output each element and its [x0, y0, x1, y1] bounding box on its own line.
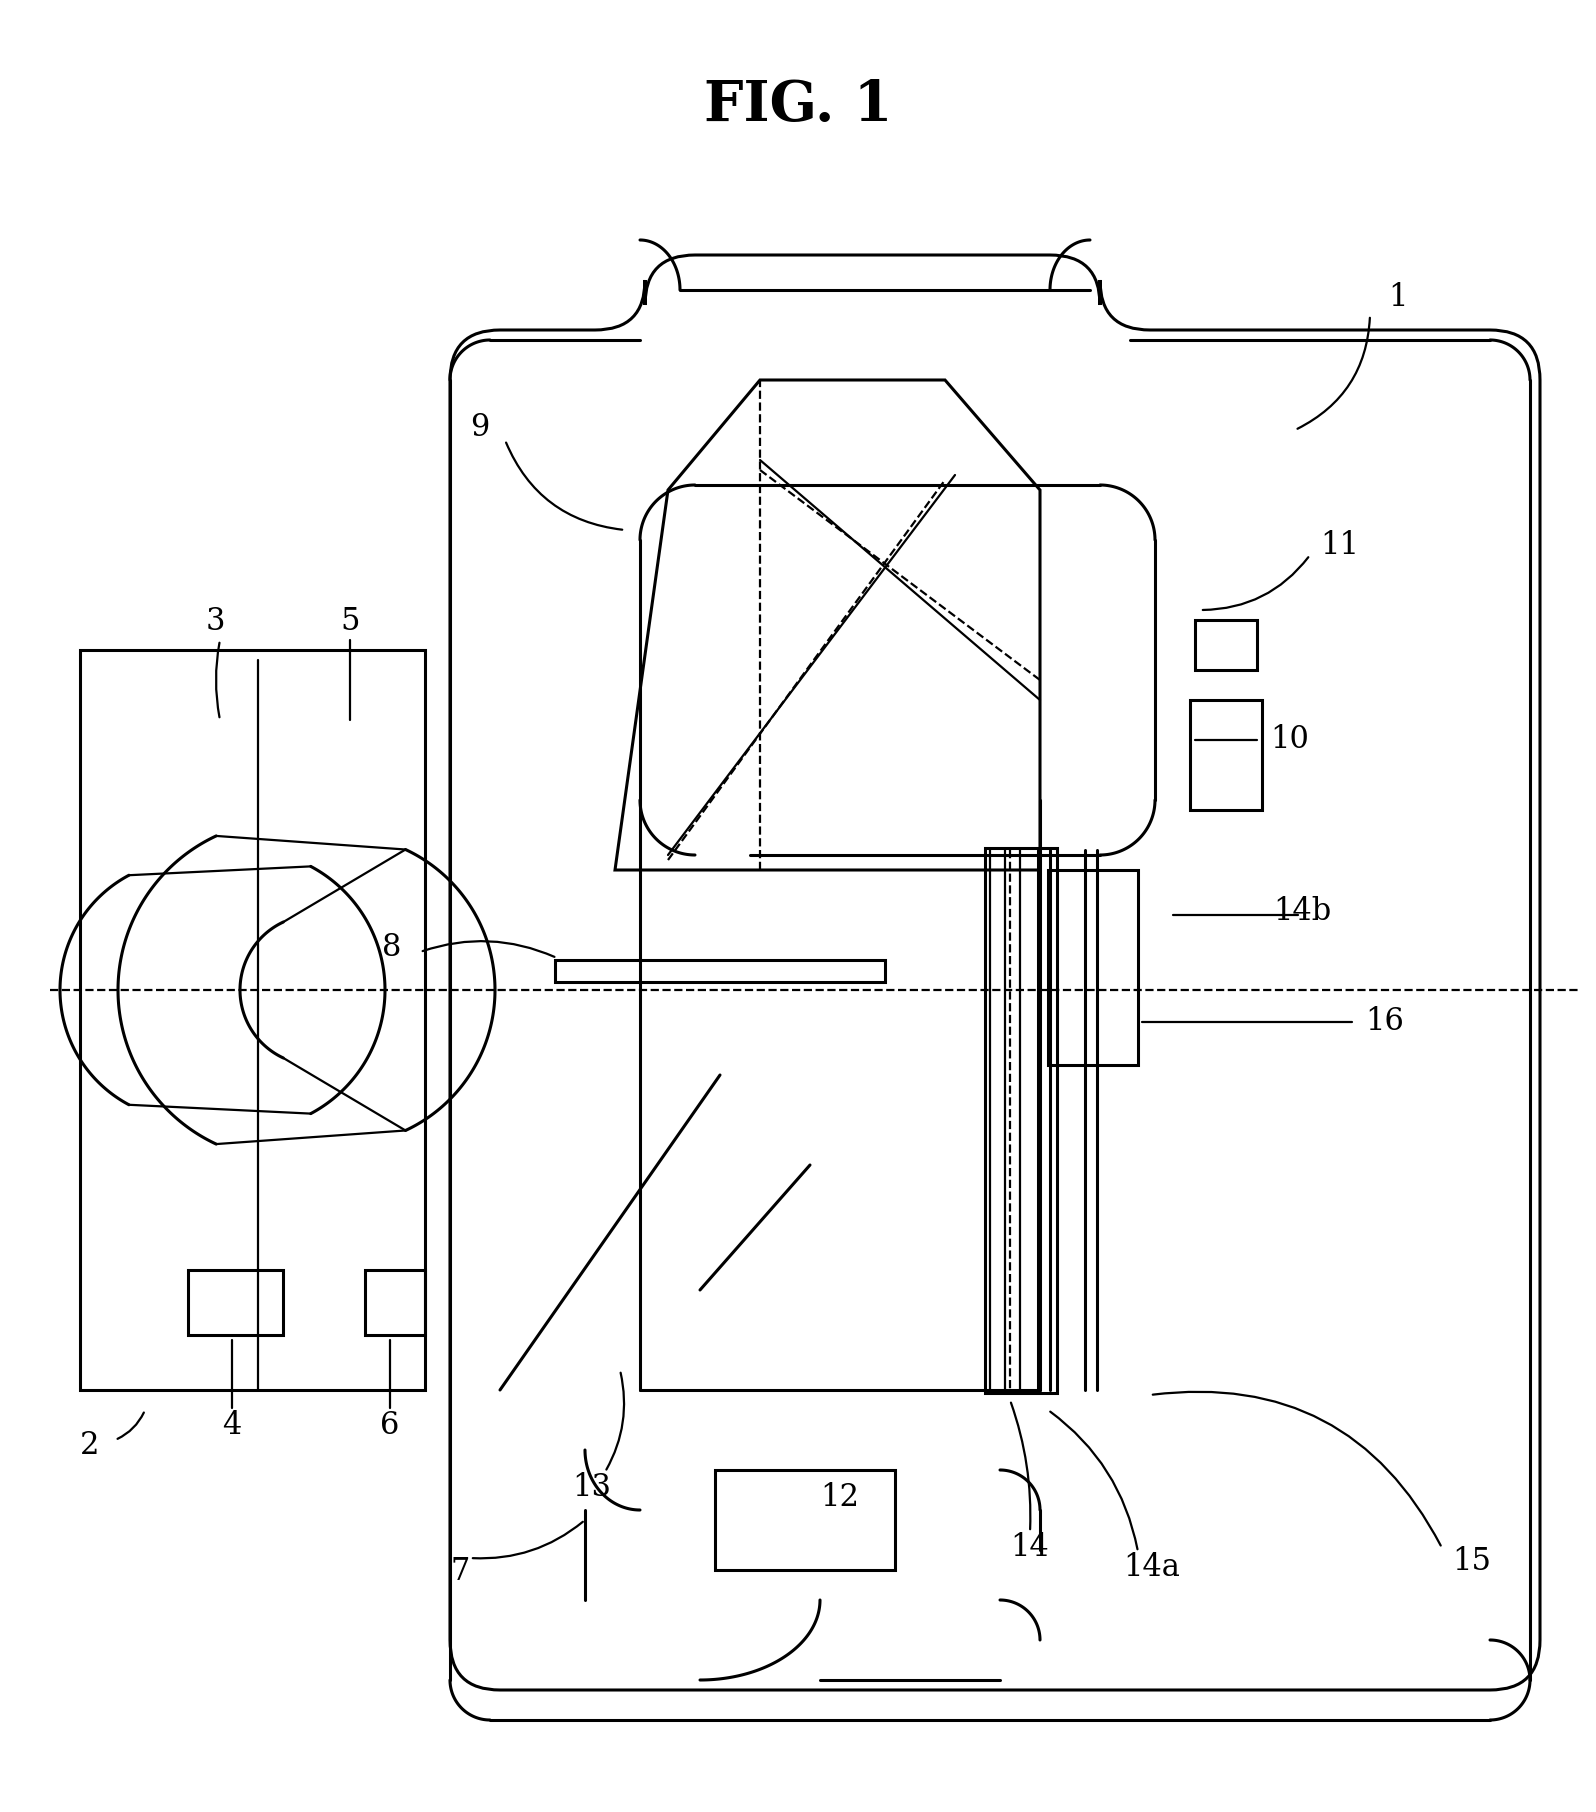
Text: 4: 4: [222, 1410, 241, 1441]
Text: 13: 13: [573, 1473, 611, 1504]
Text: 3: 3: [206, 607, 225, 638]
Text: 12: 12: [820, 1482, 860, 1513]
Bar: [555, 960, 886, 982]
Bar: [985, 848, 1057, 1393]
Bar: [1191, 699, 1262, 810]
Text: 16: 16: [1366, 1006, 1404, 1038]
Text: FIG. 1: FIG. 1: [704, 78, 892, 132]
Text: 10: 10: [1270, 725, 1309, 756]
Text: 8: 8: [383, 933, 402, 964]
Text: 11: 11: [1320, 529, 1360, 560]
Text: 6: 6: [380, 1410, 399, 1441]
Text: 2: 2: [80, 1430, 99, 1460]
Text: 15: 15: [1452, 1546, 1492, 1578]
Bar: [1049, 870, 1138, 1065]
Text: 9: 9: [471, 413, 490, 444]
Text: 1: 1: [1389, 283, 1408, 313]
Bar: [1195, 620, 1258, 670]
Text: 5: 5: [340, 607, 359, 638]
Text: 14: 14: [1010, 1533, 1050, 1564]
Bar: [80, 651, 425, 1390]
Bar: [715, 1470, 895, 1569]
Text: 7: 7: [450, 1557, 469, 1587]
Text: 14a: 14a: [1124, 1553, 1181, 1584]
Text: 14b: 14b: [1274, 897, 1331, 928]
Bar: [188, 1270, 282, 1335]
Bar: [365, 1270, 425, 1335]
